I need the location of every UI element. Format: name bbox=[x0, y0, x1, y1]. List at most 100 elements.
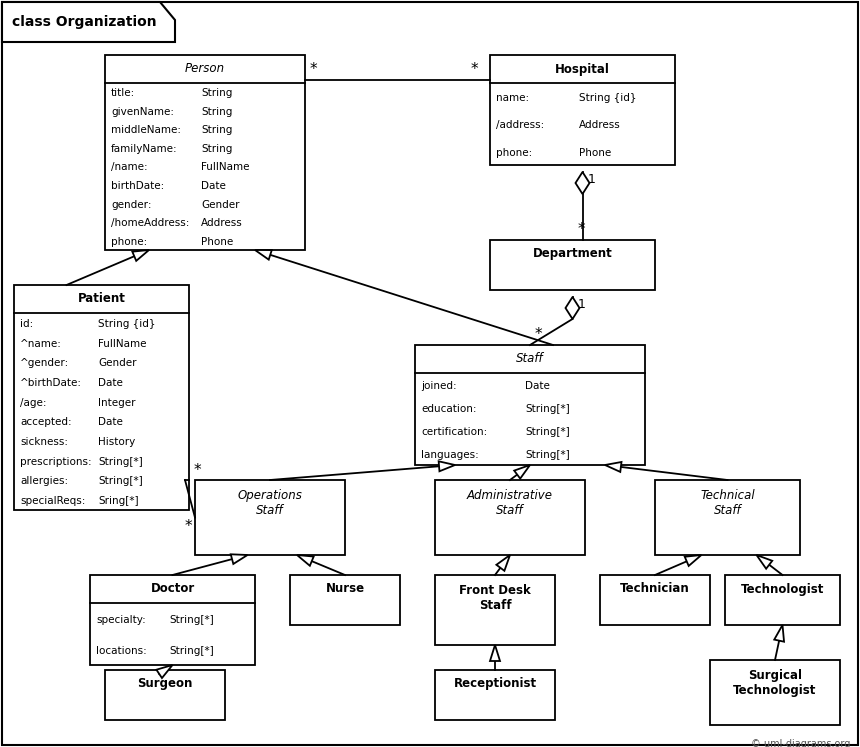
Text: ^gender:: ^gender: bbox=[20, 359, 70, 368]
Text: ^birthDate:: ^birthDate: bbox=[20, 378, 82, 388]
Bar bbox=[415, 345, 645, 465]
Polygon shape bbox=[575, 172, 589, 194]
Polygon shape bbox=[439, 462, 455, 471]
Polygon shape bbox=[230, 554, 248, 564]
Text: specialty:: specialty: bbox=[96, 615, 145, 625]
Text: Address: Address bbox=[579, 120, 621, 131]
Bar bbox=[105, 670, 225, 720]
Text: Department: Department bbox=[532, 247, 612, 261]
Text: Technologist: Technologist bbox=[740, 583, 824, 595]
Text: Doctor: Doctor bbox=[150, 583, 194, 595]
Bar bbox=[105, 55, 305, 250]
Text: givenName:: givenName: bbox=[111, 107, 174, 117]
Bar bbox=[14, 285, 189, 510]
Text: Technical
Staff: Technical Staff bbox=[700, 489, 755, 517]
Text: Nurse: Nurse bbox=[325, 583, 365, 595]
Text: String[*]: String[*] bbox=[169, 615, 214, 625]
Text: Address: Address bbox=[201, 218, 243, 228]
Text: Surgeon: Surgeon bbox=[138, 678, 193, 690]
Text: Phone: Phone bbox=[201, 237, 233, 247]
Text: Date: Date bbox=[525, 381, 550, 391]
Text: String: String bbox=[201, 144, 232, 154]
Text: String[*]: String[*] bbox=[525, 427, 570, 437]
Bar bbox=[290, 575, 400, 625]
Text: String[*]: String[*] bbox=[169, 646, 214, 656]
Bar bbox=[435, 670, 555, 720]
Text: Front Desk
Staff: Front Desk Staff bbox=[459, 584, 531, 612]
Text: locations:: locations: bbox=[96, 646, 147, 656]
Text: Operations
Staff: Operations Staff bbox=[237, 489, 303, 517]
Text: Date: Date bbox=[98, 378, 123, 388]
Bar bbox=[710, 660, 840, 725]
Text: Patient: Patient bbox=[77, 293, 126, 306]
Text: familyName:: familyName: bbox=[111, 144, 178, 154]
Text: education:: education: bbox=[421, 403, 476, 414]
Text: 1: 1 bbox=[578, 298, 586, 311]
Polygon shape bbox=[2, 2, 175, 42]
Bar bbox=[435, 480, 585, 555]
Text: String {id}: String {id} bbox=[579, 93, 636, 103]
Bar bbox=[90, 575, 255, 665]
Polygon shape bbox=[757, 555, 772, 568]
Text: ^name:: ^name: bbox=[20, 338, 62, 349]
Text: Surgical
Technologist: Surgical Technologist bbox=[734, 669, 817, 697]
Text: String[*]: String[*] bbox=[525, 403, 570, 414]
Text: String {id}: String {id} bbox=[98, 319, 156, 329]
Text: accepted:: accepted: bbox=[20, 418, 71, 427]
Text: /address:: /address: bbox=[496, 120, 544, 131]
Text: Gender: Gender bbox=[98, 359, 137, 368]
Text: title:: title: bbox=[111, 88, 135, 98]
Polygon shape bbox=[490, 645, 500, 661]
Text: languages:: languages: bbox=[421, 450, 479, 459]
Polygon shape bbox=[774, 625, 784, 642]
Text: String: String bbox=[201, 107, 232, 117]
Text: specialReqs:: specialReqs: bbox=[20, 496, 85, 506]
Text: © uml-diagrams.org: © uml-diagrams.org bbox=[751, 739, 850, 747]
Text: /homeAddress:: /homeAddress: bbox=[111, 218, 189, 228]
Text: *: * bbox=[578, 222, 585, 237]
Text: /age:: /age: bbox=[20, 397, 46, 408]
Text: *: * bbox=[310, 62, 317, 77]
Text: middleName:: middleName: bbox=[111, 125, 181, 135]
Bar bbox=[725, 575, 840, 625]
Text: allergies:: allergies: bbox=[20, 477, 68, 486]
Polygon shape bbox=[514, 465, 530, 479]
Text: Date: Date bbox=[201, 181, 226, 191]
Text: *: * bbox=[535, 327, 543, 342]
Text: *: * bbox=[194, 463, 201, 478]
Polygon shape bbox=[157, 665, 173, 678]
Text: History: History bbox=[98, 437, 135, 447]
Bar bbox=[655, 480, 800, 555]
Text: Receptionist: Receptionist bbox=[453, 678, 537, 690]
Polygon shape bbox=[496, 555, 510, 571]
Text: String: String bbox=[201, 88, 232, 98]
Text: Person: Person bbox=[185, 63, 225, 75]
Text: Hospital: Hospital bbox=[555, 63, 610, 75]
Text: Sring[*]: Sring[*] bbox=[98, 496, 138, 506]
Bar bbox=[490, 240, 655, 290]
Text: Technician: Technician bbox=[620, 583, 690, 595]
Text: Phone: Phone bbox=[579, 148, 611, 158]
Text: name:: name: bbox=[496, 93, 529, 103]
Text: Gender: Gender bbox=[201, 199, 239, 210]
Polygon shape bbox=[605, 462, 622, 472]
Text: *: * bbox=[470, 62, 478, 77]
Text: /name:: /name: bbox=[111, 162, 148, 173]
Text: String: String bbox=[201, 125, 232, 135]
Polygon shape bbox=[566, 297, 580, 319]
Text: prescriptions:: prescriptions: bbox=[20, 456, 92, 467]
Text: String[*]: String[*] bbox=[98, 456, 143, 467]
Text: class Organization: class Organization bbox=[12, 15, 157, 29]
Text: Integer: Integer bbox=[98, 397, 136, 408]
Text: sickness:: sickness: bbox=[20, 437, 68, 447]
Bar bbox=[490, 55, 675, 165]
Text: 1: 1 bbox=[587, 173, 595, 186]
Text: Staff: Staff bbox=[516, 353, 544, 365]
Text: certification:: certification: bbox=[421, 427, 488, 437]
Text: birthDate:: birthDate: bbox=[111, 181, 164, 191]
Text: phone:: phone: bbox=[496, 148, 532, 158]
Text: Date: Date bbox=[98, 418, 123, 427]
Text: String[*]: String[*] bbox=[525, 450, 570, 459]
Bar bbox=[600, 575, 710, 625]
Text: gender:: gender: bbox=[111, 199, 151, 210]
